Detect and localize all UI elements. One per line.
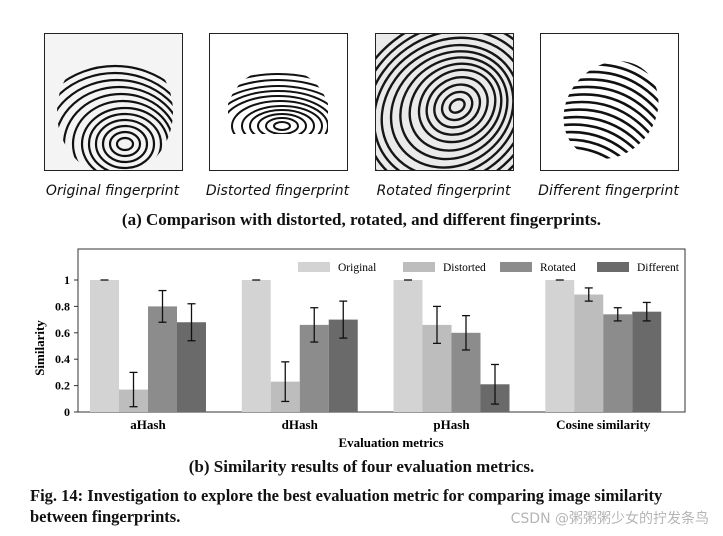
x-axis-label: Evaluation metrics: [338, 435, 443, 450]
bar-original-1: [241, 280, 271, 412]
error-bar: [462, 314, 470, 351]
y-tick-label: 0.8: [55, 299, 70, 313]
bar-original-2: [393, 280, 423, 412]
bar-different-3: [632, 311, 662, 412]
y-tick-label: 1: [64, 273, 70, 287]
original-fingerprint-image: [44, 33, 183, 171]
plot-frame: [77, 248, 686, 413]
different-fingerprint-image: [540, 33, 679, 171]
figure-caption: Fig. 14: Investigation to explore the be…: [30, 486, 663, 526]
legend-label-distorted: Distorted: [443, 262, 486, 274]
legend-label-rotated: Rotated: [540, 262, 576, 274]
panel-b-caption: (b) Similarity results of four evaluatio…: [188, 457, 535, 476]
x-tick-label: pHash: [433, 417, 470, 432]
y-tick-label: 0.4: [55, 352, 70, 366]
legend-label-different: Different: [637, 262, 680, 274]
error-bar: [584, 287, 593, 302]
error-bar: [339, 300, 348, 339]
label-original-fingerprint: Original fingerprint: [45, 183, 180, 199]
label-rotated-fingerprint: Rotated fingerprint: [376, 183, 511, 199]
bar-distorted-3: [574, 294, 604, 412]
legend-swatch-rotated: [500, 262, 532, 272]
error-bar: [433, 305, 441, 345]
y-axis-label: Similarity: [32, 320, 47, 376]
label-different-fingerprint: Different fingerprint: [538, 183, 679, 199]
bar-original-0: [90, 280, 119, 412]
error-bar: [613, 307, 622, 322]
y-tick-label: 0.6: [55, 326, 70, 340]
rotated-fingerprint-image: [375, 33, 514, 171]
error-bar: [281, 361, 290, 403]
bar-original-3: [545, 280, 575, 412]
error-bar: [187, 303, 196, 342]
legend-swatch-different: [597, 262, 629, 272]
error-bar: [129, 371, 138, 408]
y-tick-label: 0.2: [55, 379, 70, 393]
legend-swatch-original: [298, 262, 330, 272]
bar-rotated-0: [148, 306, 177, 412]
watermark: CSDN @粥粥粥少女的拧发条鸟: [510, 511, 709, 527]
error-bar: [491, 363, 499, 405]
similarity-bar-chart: 0 0.2 0.4 0.6 0.8 1 aHash dHash pHash Cosine sim…: [32, 248, 686, 450]
x-tick-label: Cosine similarity: [556, 417, 651, 432]
label-distorted-fingerprint: Distorted fingerprint: [205, 183, 350, 199]
error-bar: [310, 307, 319, 343]
panel-a-caption: (a) Comparison with distorted, rotated, …: [121, 210, 602, 229]
x-tick-label: dHash: [282, 417, 319, 432]
legend-label-original: Original: [338, 262, 376, 274]
legend-swatch-distorted: [403, 262, 435, 272]
distorted-fingerprint-image: [209, 33, 348, 171]
error-bar: [158, 289, 167, 323]
y-tick-label: 0: [64, 405, 70, 419]
x-tick-label: aHash: [130, 417, 166, 432]
bar-rotated-3: [603, 314, 633, 412]
error-bar: [642, 301, 651, 322]
